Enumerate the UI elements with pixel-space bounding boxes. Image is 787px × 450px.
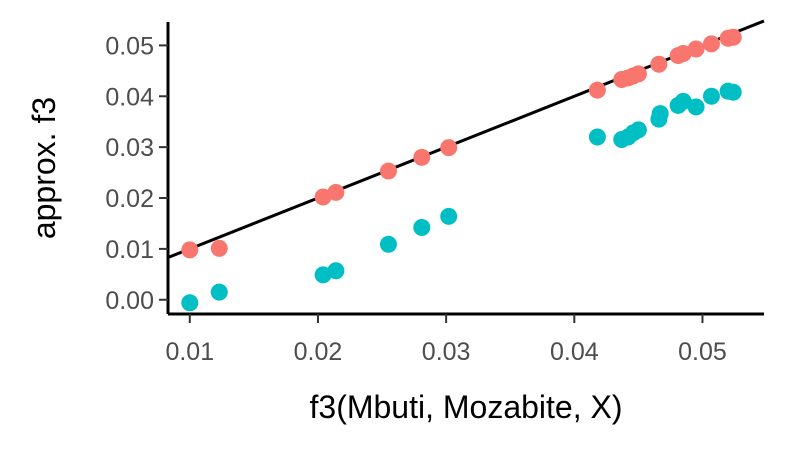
data-point-series-1 — [379, 162, 397, 180]
x-tick-label: 0.03 — [422, 338, 471, 366]
data-point-series-2 — [687, 98, 705, 116]
y-axis-title: approx. f3 — [26, 97, 62, 239]
data-point-series-1 — [588, 81, 606, 99]
data-point-series-2 — [440, 207, 458, 225]
y-tick-label: 0.03 — [105, 134, 154, 162]
data-point-series-1 — [440, 139, 458, 157]
y-tick-label: 0.00 — [105, 287, 154, 315]
data-point-series-1 — [181, 241, 199, 259]
y-axis-ticks: 0.00 0.01 0.02 0.03 0.04 0.05 — [105, 32, 168, 315]
x-tick-label: 0.01 — [165, 338, 214, 366]
data-point-series-1 — [314, 188, 332, 206]
data-point-series-1 — [724, 28, 742, 46]
data-point-series-1 — [674, 45, 692, 63]
x-axis-ticks: 0.01 0.02 0.03 0.04 0.05 — [165, 314, 727, 366]
data-point-series-1 — [650, 55, 668, 73]
data-point-series-2 — [724, 83, 742, 101]
data-point-series-2 — [588, 128, 606, 146]
y-tick-label: 0.05 — [105, 32, 154, 60]
x-tick-label: 0.05 — [678, 338, 727, 366]
plot-area — [167, 19, 765, 312]
data-point-series-2 — [327, 262, 345, 280]
data-point-series-2 — [651, 105, 669, 123]
data-point-series-2 — [210, 283, 228, 301]
data-point-series-1 — [687, 40, 705, 58]
data-point-series-1 — [327, 183, 345, 201]
y-tick-label: 0.04 — [105, 83, 154, 111]
data-point-series-2 — [314, 266, 332, 284]
x-tick-label: 0.02 — [294, 338, 343, 366]
x-axis-title: f3(Mbuti, Mozabite, X) — [310, 389, 623, 425]
data-point-series-2 — [674, 92, 692, 110]
y-tick-label: 0.02 — [105, 185, 154, 213]
data-point-series-1 — [629, 65, 647, 83]
x-tick-label: 0.04 — [550, 338, 599, 366]
data-point-series-2 — [629, 121, 647, 139]
data-point-series-1 — [210, 239, 228, 257]
data-point-series-1 — [702, 35, 720, 53]
data-point-series-2 — [181, 294, 199, 312]
y-tick-label: 0.01 — [105, 236, 154, 264]
data-point-series-1 — [413, 148, 431, 166]
data-point-series-2 — [702, 87, 720, 105]
data-point-series-2 — [379, 235, 397, 253]
data-point-series-2 — [413, 219, 431, 237]
